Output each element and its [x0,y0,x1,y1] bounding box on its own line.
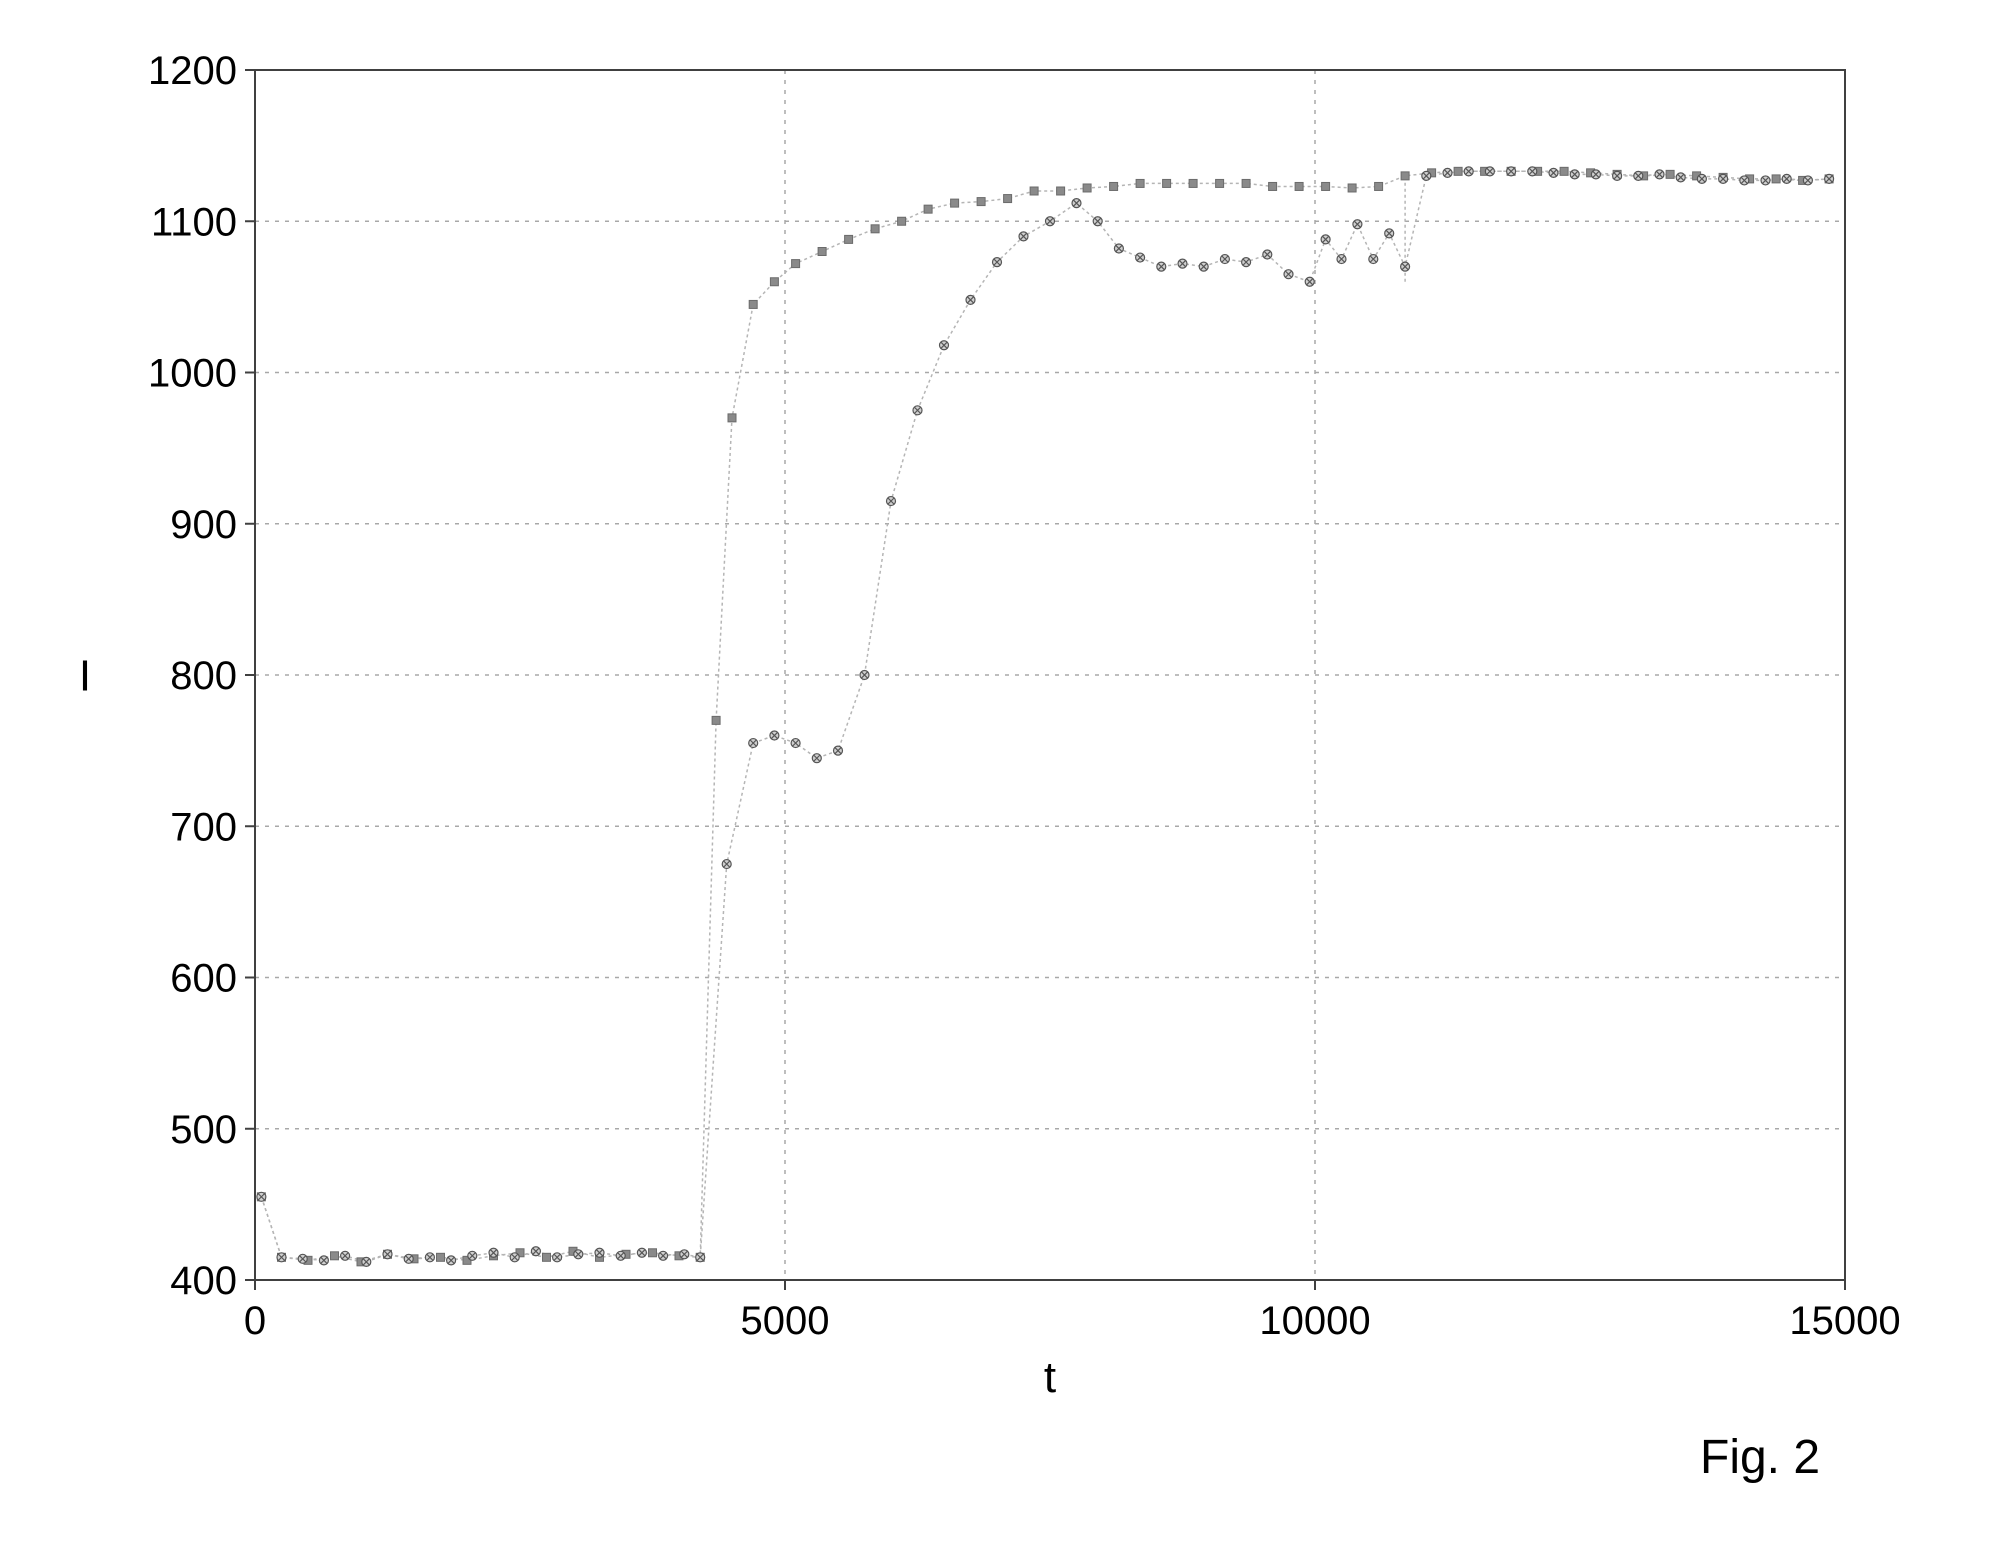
svg-text:900: 900 [170,503,237,547]
figure-caption: Fig. 2 [1700,1430,1820,1485]
svg-text:1200: 1200 [148,49,237,93]
svg-text:15000: 15000 [1789,1299,1900,1343]
svg-text:1100: 1100 [151,200,237,244]
svg-text:I: I [79,651,91,700]
svg-text:500: 500 [170,1108,237,1152]
svg-text:5000: 5000 [741,1299,830,1343]
svg-text:700: 700 [170,805,237,849]
svg-text:400: 400 [170,1259,237,1303]
svg-text:1000: 1000 [148,352,237,396]
chart-svg-wrap: 0 5000 10000 15000 400 500 600 700 800 900 1000 110… [0,0,2000,1405]
svg-text:0: 0 [244,1299,266,1343]
figure-page: 0 5000 10000 15000 400 500 600 700 800 900 1000 110… [0,0,2000,1545]
svg-text:600: 600 [170,957,237,1001]
svg-text:t: t [1044,1353,1056,1400]
chart-svg: 0 5000 10000 15000 400 500 600 700 800 900 1000 110… [0,0,2000,1400]
svg-text:10000: 10000 [1259,1299,1370,1343]
svg-text:800: 800 [170,654,237,698]
